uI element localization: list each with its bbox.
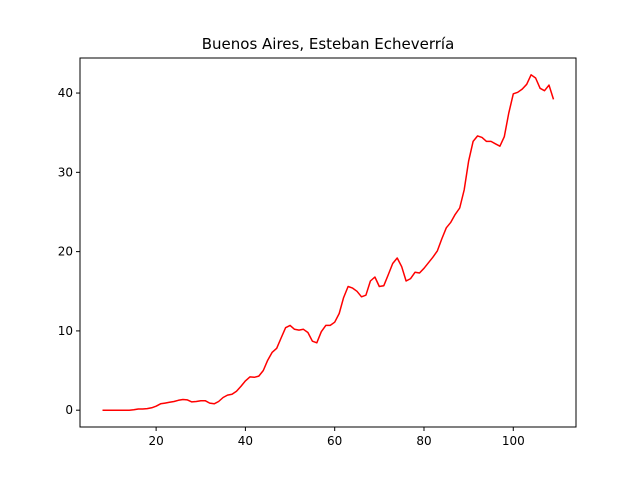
x-tick-label: 80 — [416, 434, 431, 448]
y-tick-label: 40 — [58, 86, 73, 100]
x-tick-label: 60 — [327, 434, 342, 448]
y-tick-label: 10 — [58, 324, 73, 338]
chart-title: Buenos Aires, Esteban Echeverría — [202, 35, 455, 53]
y-tick-label: 0 — [65, 403, 73, 417]
x-axis: 20 40 60 80 100 — [148, 427, 525, 448]
y-tick-label: 20 — [58, 245, 73, 259]
x-tick-label: 20 — [148, 434, 163, 448]
series-layer — [102, 74, 555, 411]
y-tick-label: 30 — [58, 165, 73, 179]
x-tick-label: 100 — [502, 434, 525, 448]
y-axis: 0 10 20 30 40 — [58, 86, 80, 417]
series-line — [102, 74, 555, 411]
x-tick-label: 40 — [238, 434, 253, 448]
plot-area-frame — [79, 57, 577, 428]
